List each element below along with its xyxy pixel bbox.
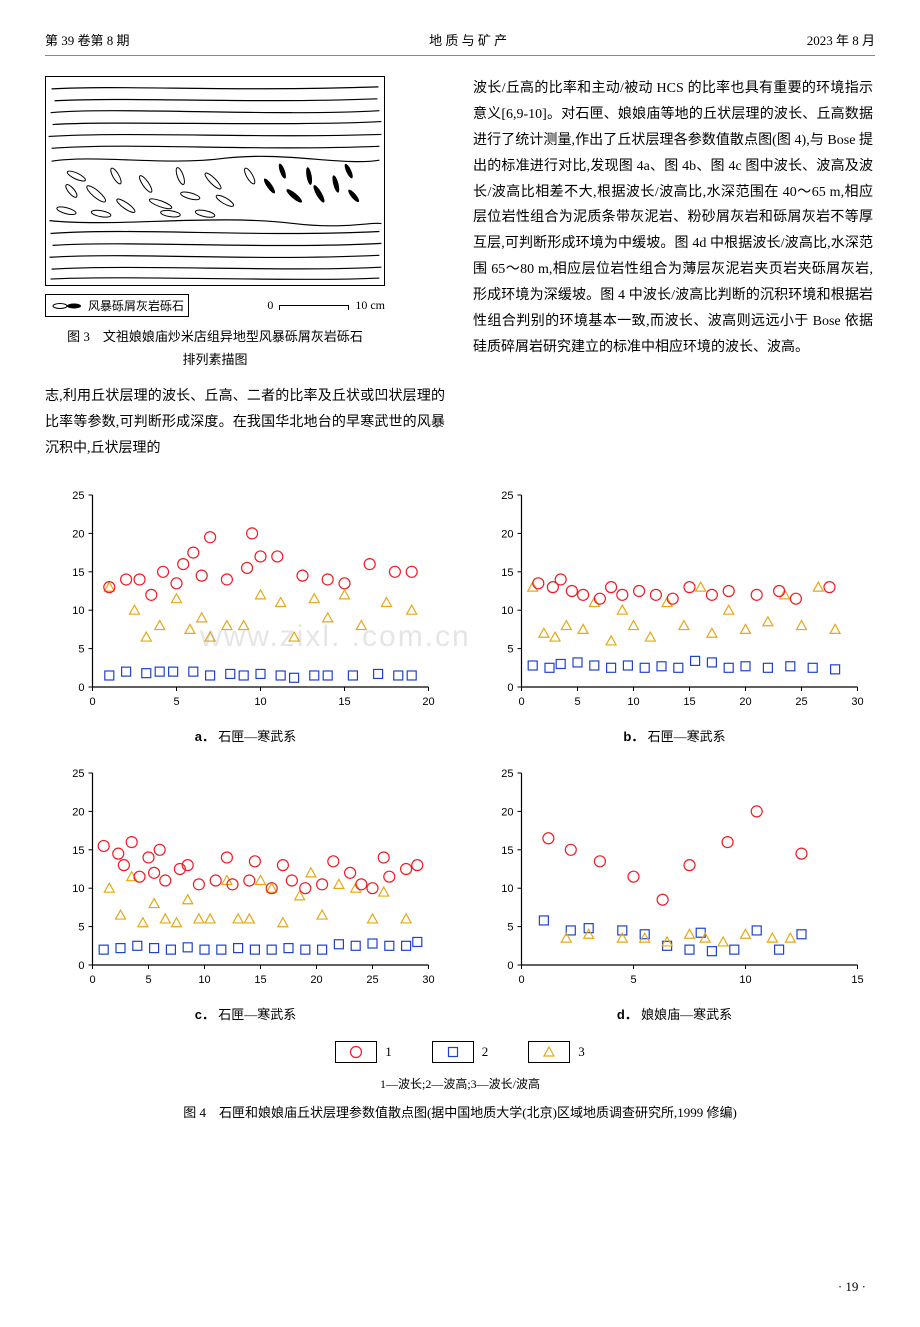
- svg-text:5: 5: [574, 696, 580, 708]
- chart-panel-b: 0 5 10 15 20 25 0 5 10 15 20 25 30 b． 石匣—寒武系: [474, 485, 875, 745]
- svg-text:10: 10: [198, 974, 210, 986]
- figure4-caption: 图 4 石匣和娘娘庙丘状层理参数值散点图(据中国地质大学(北京)区域地质调查研究…: [45, 1102, 875, 1121]
- svg-text:25: 25: [501, 490, 513, 502]
- svg-text:0: 0: [78, 682, 84, 694]
- svg-text:10: 10: [739, 974, 751, 986]
- legend-item-2: 2: [432, 1041, 489, 1063]
- svg-text:20: 20: [739, 696, 751, 708]
- figure3-scale-row: 风暴砾屑灰岩砾石 0 10 cm: [45, 294, 385, 317]
- svg-text:25: 25: [72, 490, 84, 502]
- svg-text:20: 20: [72, 807, 84, 819]
- figure3-sketch: [45, 76, 385, 286]
- svg-text:5: 5: [507, 644, 513, 656]
- svg-text:0: 0: [518, 696, 524, 708]
- svg-text:25: 25: [366, 974, 378, 986]
- chart-panel-d: 0 5 10 15 20 25 0 5 10 15 d． 娘娘庙—寒武系: [474, 763, 875, 1023]
- svg-text:20: 20: [72, 529, 84, 541]
- svg-text:30: 30: [851, 696, 863, 708]
- figure3-legend-text: 风暴砾屑灰岩砾石: [88, 297, 184, 314]
- svg-text:10: 10: [72, 884, 84, 896]
- svg-text:0: 0: [518, 974, 524, 986]
- figure4-legend-explanation: 1—波长;2—波高;3—波长/波高: [45, 1075, 875, 1092]
- svg-text:5: 5: [507, 922, 513, 934]
- svg-text:10: 10: [72, 606, 84, 618]
- header-left: 第 39 卷第 8 期: [45, 30, 130, 49]
- figure3-caption: 图 3 文祖娘娘庙炒米店组异地型风暴砾屑灰岩砾石 排列素描图: [45, 325, 385, 372]
- legend-item-1: 1: [335, 1041, 392, 1063]
- legend-item-3: 3: [528, 1041, 585, 1063]
- svg-text:15: 15: [254, 974, 266, 986]
- svg-text:5: 5: [630, 974, 636, 986]
- body-text-right: 波长/丘高的比率和主动/被动 HCS 的比率也具有重要的环境指示意义[6,9-1…: [473, 76, 873, 361]
- svg-text:15: 15: [72, 845, 84, 857]
- scale-length: 10 cm: [355, 298, 385, 313]
- svg-text:5: 5: [173, 696, 179, 708]
- svg-text:5: 5: [78, 644, 84, 656]
- chart-panel-a: 0 5 10 15 20 25 0 5 10 15 20 a． 石匣—寒武系: [45, 485, 446, 745]
- svg-text:0: 0: [507, 682, 513, 694]
- svg-text:15: 15: [72, 567, 84, 579]
- svg-text:30: 30: [422, 974, 434, 986]
- svg-text:10: 10: [254, 696, 266, 708]
- svg-text:20: 20: [501, 529, 513, 541]
- svg-text:0: 0: [78, 960, 84, 972]
- svg-text:0: 0: [89, 696, 95, 708]
- svg-text:20: 20: [501, 807, 513, 819]
- svg-text:10: 10: [501, 884, 513, 896]
- svg-text:5: 5: [145, 974, 151, 986]
- svg-text:10: 10: [501, 606, 513, 618]
- figure4-legend-row: 1 2 3: [45, 1041, 875, 1063]
- svg-text:25: 25: [795, 696, 807, 708]
- header-center: 地 质 与 矿 产: [429, 30, 507, 49]
- chart-sublabel-b: b． 石匣—寒武系: [474, 726, 875, 745]
- svg-text:10: 10: [627, 696, 639, 708]
- page-header: 第 39 卷第 8 期 地 质 与 矿 产 2023 年 8 月: [45, 30, 875, 56]
- svg-text:0: 0: [507, 960, 513, 972]
- figure3-scalebar: 0 10 cm: [267, 298, 385, 313]
- chart-sublabel-c: c． 石匣—寒武系: [45, 1004, 446, 1023]
- fig3-caption-l2: 排列素描图: [45, 348, 385, 371]
- figure3-legend: 风暴砾屑灰岩砾石: [45, 294, 189, 317]
- svg-text:20: 20: [310, 974, 322, 986]
- svg-text:15: 15: [501, 567, 513, 579]
- figure4-container: 051015202505101520a． 石匣—寒武系0510152025051…: [45, 485, 875, 1121]
- body-text-left: 志,利用丘状层理的波长、丘高、二者的比率及丘状或凹状层理的比率等参数,可判断形成…: [45, 384, 445, 462]
- svg-text:20: 20: [422, 696, 434, 708]
- scalebar-line: [279, 305, 349, 306]
- header-right: 2023 年 8 月: [807, 30, 875, 49]
- chart-sublabel-a: a． 石匣—寒武系: [45, 726, 446, 745]
- svg-text:0: 0: [89, 974, 95, 986]
- chart-panel-c: 0 5 10 15 20 25 0 5 10 15 20 25 30 c． 石匣—寒武系: [45, 763, 446, 1023]
- svg-text:15: 15: [683, 696, 695, 708]
- svg-text:25: 25: [501, 768, 513, 780]
- svg-text:25: 25: [72, 768, 84, 780]
- svg-text:15: 15: [851, 974, 863, 986]
- chart-sublabel-d: d． 娘娘庙—寒武系: [474, 1004, 875, 1023]
- page-number: · 19 ·: [838, 1279, 866, 1295]
- svg-text:15: 15: [338, 696, 350, 708]
- svg-text:15: 15: [501, 845, 513, 857]
- scale-zero: 0: [267, 298, 273, 313]
- svg-text:5: 5: [78, 922, 84, 934]
- fig3-caption-l1: 图 3 文祖娘娘庙炒米店组异地型风暴砾屑灰岩砾石: [45, 325, 385, 348]
